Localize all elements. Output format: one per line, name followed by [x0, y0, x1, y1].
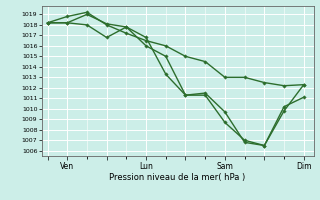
X-axis label: Pression niveau de la mer( hPa ): Pression niveau de la mer( hPa ) — [109, 173, 246, 182]
